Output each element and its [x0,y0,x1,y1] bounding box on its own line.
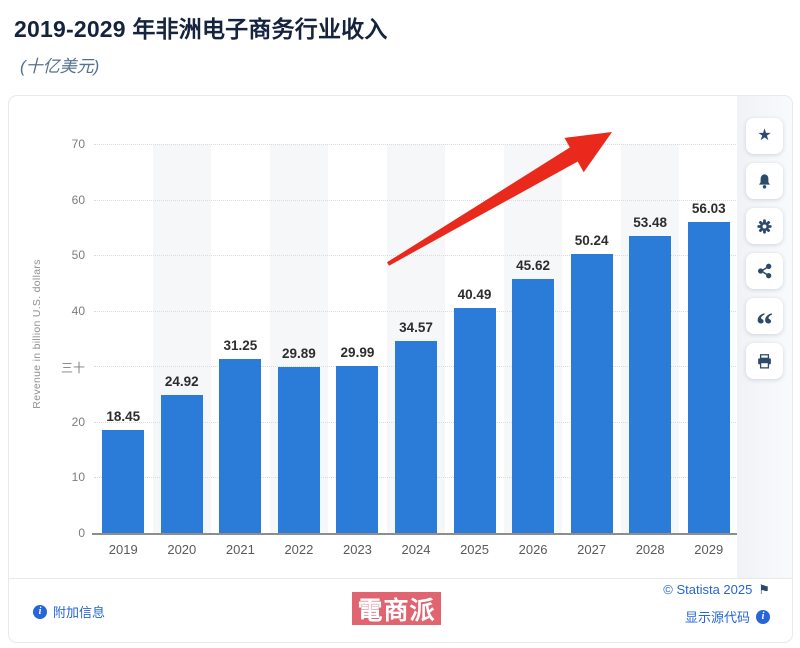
footer-right: © Statista 2025 ⚑ 显示源代码 i [663,582,770,626]
info-icon: i [33,604,47,619]
bar-2024[interactable] [395,340,437,533]
gridline [94,144,738,145]
bar-2019[interactable] [102,430,145,533]
x-axis-tick-label: 2019 [108,542,138,557]
bar-2021[interactable] [219,359,262,533]
y-axis-tick-label: 70 [71,137,85,151]
y-axis-tick-label: 20 [71,414,85,429]
x-axis-tick-label: 2029 [694,542,724,557]
x-axis-tick-label: 2020 [167,542,197,557]
y-axis-tick-label: 10 [71,470,85,485]
page-subtitle: (十亿美元) [20,57,100,76]
bar-value-label: 45.62 [516,258,550,274]
y-axis-tick-label: 40 [71,303,85,318]
share-button[interactable] [746,253,783,289]
x-axis-line [92,533,740,535]
x-axis-tick-label: 2028 [635,542,665,557]
x-axis-tick-label: 2025 [460,542,489,557]
bar-value-label: 50.24 [574,232,609,248]
additional-info-label: 附加信息 [53,605,106,620]
bar-value-label: 53.48 [633,214,668,230]
bar-value-label: 29.89 [282,345,316,361]
bell-icon [759,173,770,189]
share-icon [757,263,771,279]
bar-value-label: 24.92 [164,373,199,389]
bar-2026[interactable] [512,279,555,533]
chart-card: 0 10 20 三十 40 50 60 70 18.45 2019 24.92 2020 31.25 20… [8,95,793,643]
printer-icon [758,353,771,369]
show-source-label: 显示源代码 [684,610,750,625]
bar-2027[interactable] [570,253,613,533]
additional-info-link[interactable]: i 附加信息 [33,602,105,621]
bar-2025[interactable] [453,307,496,533]
cite-button[interactable]: “ [746,298,783,343]
chart-toolbar: ★ “ [737,96,792,578]
bar-2029[interactable] [687,221,730,533]
x-axis-tick-label: 2022 [284,542,314,557]
bar-value-label: 29.99 [340,345,375,361]
copyright-text: © Statista 2025 [663,582,753,597]
x-axis-tick-label: 2021 [225,542,255,557]
statista-copyright-link[interactable]: © Statista 2025 ⚑ [663,582,770,597]
y-axis-title: Revenue in billion U.S. dollars [31,259,43,409]
footer-divider [9,578,792,579]
bar-value-label: 34.57 [399,319,433,335]
x-axis-tick-label: 2024 [401,542,431,557]
bar-value-label: 56.03 [691,200,726,216]
bar-2023[interactable] [336,366,379,533]
favorite-button[interactable]: ★ [746,118,783,154]
y-axis-tick-label: 50 [71,248,85,263]
print-button[interactable] [746,343,783,379]
y-axis-tick-label: 三十 [60,361,85,376]
x-axis-tick-label: 2023 [342,542,372,557]
y-axis-tick-label: 0 [78,526,85,540]
report-flag-icon[interactable]: ⚑ [758,582,770,597]
alerts-button[interactable] [746,163,783,199]
gridline [94,199,738,201]
bar-value-label: 40.49 [457,286,492,302]
show-source-link[interactable]: 显示源代码 i [663,607,770,626]
bar-2022[interactable] [277,366,320,533]
x-axis-tick-label: 2026 [518,542,548,557]
page-title: 2019-2029 年非洲电子商务行业收入 [14,16,388,42]
bar-2028[interactable] [629,235,672,533]
bar-value-label: 18.45 [106,409,141,425]
bar-2020[interactable] [160,394,203,533]
star-icon: ★ [757,127,772,144]
info-icon: i [756,609,770,624]
y-axis-tick-label: 60 [71,192,85,207]
gear-icon [757,218,772,234]
bar-value-label: 31.25 [223,338,258,354]
x-axis-tick-label: 2027 [577,542,607,557]
settings-button[interactable] [746,208,783,244]
gridline [94,310,738,312]
watermark-badge: 電商派 [352,592,441,625]
